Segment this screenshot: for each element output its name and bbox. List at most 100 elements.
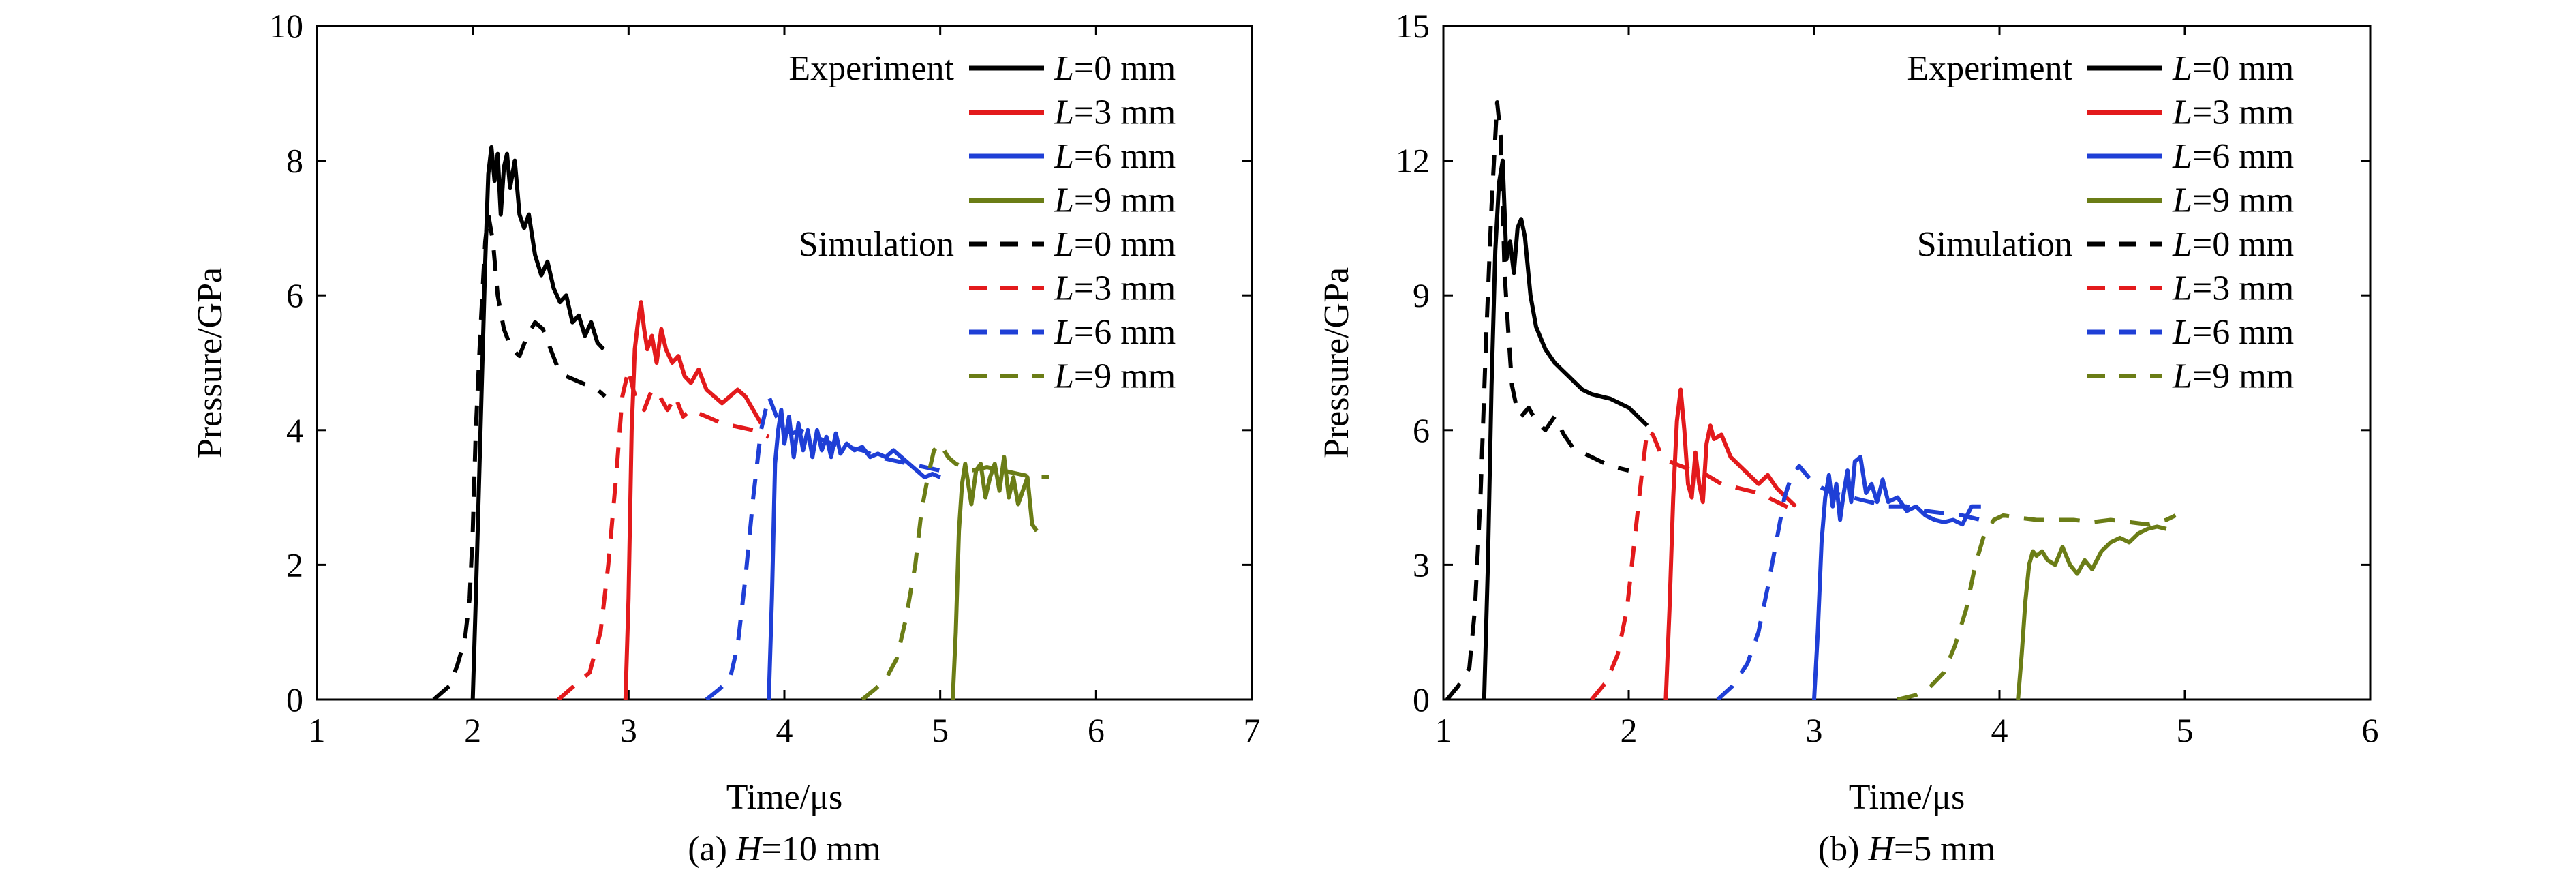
panel-caption: (b) H=5 mm — [1818, 830, 1995, 869]
legend-group-label: Experiment — [788, 49, 954, 88]
series-line-experiment-2 — [767, 408, 941, 700]
x-tick-label: 5 — [2177, 711, 2194, 749]
legend-group-label: Experiment — [1907, 49, 2072, 88]
legend-value: =9 mm — [1074, 181, 1176, 220]
legend-entry: L=3 mm — [2172, 269, 2294, 308]
x-tick-label: 1 — [309, 711, 326, 749]
legend-var: L — [2172, 93, 2192, 132]
series-line-experiment-0 — [470, 145, 605, 700]
caption-variable: H — [1867, 830, 1895, 869]
legend-entry: L=3 mm — [1054, 93, 1176, 132]
legend-value: =3 mm — [1074, 269, 1176, 308]
legend-entry: L=0 mm — [1054, 225, 1176, 264]
legend-entry: L=6 mm — [2172, 313, 2294, 352]
legend-entry: L=3 mm — [2172, 93, 2294, 132]
panel-caption: (a) H=10 mm — [688, 830, 881, 869]
x-tick-label: 5 — [932, 711, 949, 749]
series-line-simulation-4 — [432, 212, 607, 700]
series-layer — [1445, 100, 2177, 700]
legend-var: L — [1054, 49, 1074, 88]
legend-var: L — [2172, 49, 2192, 88]
legend-entry: L=9 mm — [1054, 357, 1176, 396]
plot-frame — [1442, 25, 2372, 701]
y-tick-label: 9 — [1413, 276, 1430, 314]
legend-var: L — [1054, 137, 1074, 176]
legend-var: L — [2172, 357, 2192, 396]
legend-var: L — [2172, 313, 2192, 352]
legend-var: L — [2172, 181, 2192, 220]
x-tick-label: 4 — [776, 711, 793, 749]
legend-entry: L=0 mm — [2172, 49, 2294, 88]
legend-var: L — [1054, 93, 1074, 132]
series-line-simulation-6 — [705, 394, 941, 700]
legend-var: L — [1054, 225, 1074, 264]
legend-var: L — [1054, 181, 1074, 220]
y-tick-label: 8 — [286, 142, 303, 180]
legend-value: =9 mm — [2192, 181, 2294, 220]
x-axis-label: Time/μs — [726, 778, 842, 817]
legend-var: L — [2172, 269, 2192, 308]
x-tick-label: 4 — [1991, 711, 2008, 749]
legend-value: =6 mm — [2192, 313, 2294, 352]
legend-entry: L=9 mm — [1054, 181, 1176, 220]
legend-value: =0 mm — [2192, 49, 2294, 88]
series-line-experiment-3 — [951, 455, 1039, 700]
series-line-experiment-3 — [2016, 524, 2167, 700]
legend-entry: L=6 mm — [2172, 137, 2294, 176]
legend-var: L — [2172, 137, 2192, 176]
x-tick-label: 3 — [620, 711, 637, 749]
x-tick-label: 3 — [1806, 711, 1823, 749]
caption-rest: =10 mm — [762, 830, 881, 869]
y-tick-label: 6 — [1413, 411, 1430, 449]
x-tick-label: 2 — [1621, 711, 1638, 749]
series-line-experiment-1 — [623, 300, 763, 700]
legend-entry: L=9 mm — [2172, 357, 2294, 396]
caption-variable: H — [735, 830, 763, 869]
y-tick-label: 15 — [1396, 7, 1430, 45]
legend-entry: L=3 mm — [1054, 269, 1176, 308]
y-tick-label: 3 — [1413, 545, 1430, 584]
y-tick-label: 0 — [1413, 680, 1430, 719]
y-tick-label: 2 — [286, 545, 303, 584]
legend-value: =0 mm — [2192, 225, 2294, 264]
legend-value: =9 mm — [2192, 357, 2294, 396]
series-line-simulation-4 — [1445, 100, 1629, 700]
series-line-simulation-7 — [861, 441, 1049, 700]
legend-group-label: Simulation — [799, 225, 954, 264]
series-line-experiment-0 — [1482, 158, 1649, 700]
legend: Experiment L=0 mmL=3 mmL=6 mmL=9 mmSimula… — [788, 49, 1176, 396]
series-line-experiment-1 — [1663, 387, 1797, 700]
series-line-simulation-5 — [1590, 427, 1797, 700]
legend-value: =3 mm — [2192, 269, 2294, 308]
legend: Experiment L=0 mmL=3 mmL=6 mmL=9 mmSimula… — [1907, 49, 2294, 396]
legend-entry: L=6 mm — [1054, 313, 1176, 352]
legend-value: =9 mm — [1074, 357, 1176, 396]
legend-value: =0 mm — [1074, 49, 1176, 88]
legend-entry: L=0 mm — [1054, 49, 1176, 88]
x-tick-label: 7 — [1244, 711, 1261, 749]
y-tick-label: 12 — [1396, 142, 1430, 180]
legend-var: L — [1054, 313, 1074, 352]
series-line-simulation-6 — [1716, 464, 1982, 700]
y-tick-label: 6 — [286, 276, 303, 314]
legend-value: =6 mm — [1074, 137, 1176, 176]
y-tick-label: 0 — [286, 680, 303, 719]
caption-prefix: (a) — [688, 830, 736, 869]
legend-group-label: Simulation — [1917, 225, 2072, 264]
series-line-simulation-5 — [557, 367, 770, 700]
x-tick-label: 1 — [1435, 711, 1452, 749]
y-axis-label: Pressure/GPa — [191, 267, 230, 458]
series-layer — [432, 145, 1049, 700]
series-line-simulation-7 — [1897, 513, 2177, 700]
legend-value: =3 mm — [1074, 93, 1176, 132]
legend-value: =3 mm — [2192, 93, 2294, 132]
legend-entry: L=6 mm — [1054, 137, 1176, 176]
chart-panel-a: 1 2 3 4 5 6 7 0 2 4 6 8 10 Time/μs Pressure/GPa (a) H=1… — [191, 7, 1261, 869]
y-axis-label: Pressure/GPa — [1317, 267, 1356, 458]
legend-entry: L=9 mm — [2172, 181, 2294, 220]
legend-var: L — [1054, 269, 1074, 308]
caption-prefix: (b) — [1818, 830, 1869, 869]
legend-value: =6 mm — [1074, 313, 1176, 352]
